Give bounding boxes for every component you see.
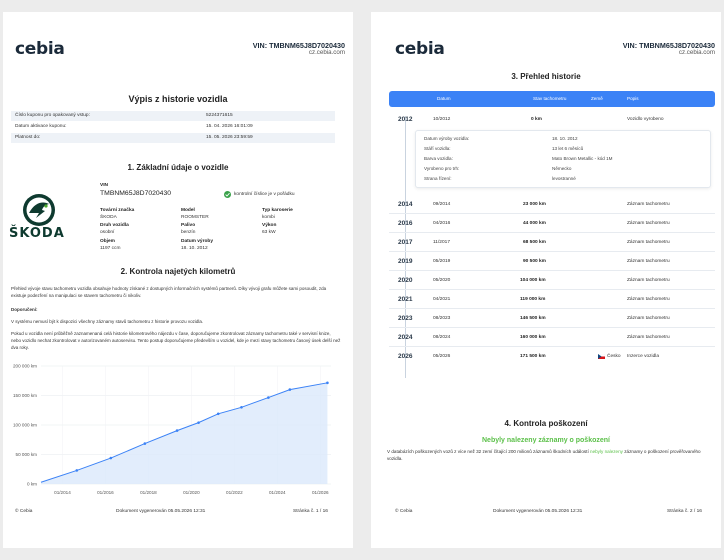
col-date: Datum [437, 96, 451, 101]
section-mileage-title: 2. Kontrola najetých kilometrů [120, 267, 236, 276]
footer-copyright: © Cebia [395, 509, 413, 514]
detail-value: kombi [262, 215, 275, 220]
vin-label: VIN [100, 183, 108, 188]
data-point [267, 396, 270, 399]
table-row[interactable]: 2023 08/2023 146 500 km Záznam tachometr… [389, 309, 715, 328]
table-row[interactable]: 2021 04/2021 119 000 km Záznam tachometr… [389, 290, 715, 309]
detail-value: osobní [100, 230, 115, 235]
mileage-area [41, 382, 328, 484]
col-km: Stav tachometru [533, 96, 567, 101]
data-point [109, 456, 113, 460]
detail-label: Objem [100, 239, 115, 244]
vin-header: VIN: TMBNM65J8D7020430 [252, 41, 345, 50]
table-row[interactable]: 2026 05/2026 171 500 km Česko Inzerce vo… [398, 353, 659, 360]
no-damage-result: Nebyly nalezeny záznamy o poškození [482, 437, 610, 444]
detail-label: Datum výroby [181, 239, 213, 244]
data-point [143, 442, 147, 445]
data-point [197, 421, 200, 424]
y-tick-label: 100 000 km [13, 423, 37, 428]
col-country: Země [591, 96, 603, 101]
mileage-chart: 0 km 50 000 km 100 000 km 150 000 km 200 000… [13, 364, 331, 495]
cebia-logo: cebia [15, 39, 65, 59]
detail-value: ROOMSTER [181, 215, 209, 220]
x-tick-label: 01/2014 [54, 490, 71, 495]
site-link[interactable]: cz.cebia.com [678, 49, 715, 56]
czech-flag-icon [597, 353, 606, 359]
detail-label: Druh vozidla [100, 223, 129, 228]
info-row-validity: Platnost do: 15. 05. 2026 23:59:59 [11, 133, 335, 143]
detail-label: Tovární značka [100, 208, 135, 213]
section-history-title: 3. Přehled historie [511, 72, 581, 81]
x-tick-label: 01/2026 [312, 490, 329, 495]
section-basic-info-title: 1. Základní údaje o vozidle [127, 163, 229, 172]
detail-label: Výkon [262, 223, 277, 228]
check-icon [224, 191, 231, 198]
mileage-intro: Přehled vývoje stavu tachometru vozidla … [11, 286, 327, 298]
data-point [75, 469, 79, 472]
table-row[interactable]: 2014 09/2014 23 000 km Záznam tachometru [389, 195, 715, 214]
info-row-coupon: Číslo kuponu pro opakovaný vstup: 522437… [11, 111, 335, 121]
vin-header: VIN: TMBNM65J8D7020430 [622, 41, 715, 50]
skoda-wordmark: ŠKODA [9, 226, 65, 241]
vin-value: TMBNM65J8D7020430 [100, 190, 172, 197]
detail-label: Model [181, 208, 195, 213]
footer-generated: Dokument vygenerován 05.05.2026 12:31 [116, 509, 206, 514]
detail-value: ŠKODA [100, 215, 117, 220]
data-point [175, 429, 179, 432]
x-tick-label: 01/2018 [140, 490, 157, 495]
detail-label: Typ karoserie [262, 208, 293, 213]
detail-value: benzín [181, 230, 196, 235]
footer-generated: Dokument vygenerován 05.05.2026 12:31 [493, 509, 583, 514]
table-row[interactable]: 2016 04/2016 44 000 km Záznam tachometru [389, 214, 715, 233]
y-tick-label: 150 000 km [13, 393, 37, 398]
y-tick-label: 0 km [27, 482, 37, 487]
table-row[interactable]: 2012 10/2012 0 km Vozidlo vyrobeno [398, 116, 664, 123]
footer-page-number: Stránka č. 2 / 16 [667, 509, 702, 514]
y-tick-label: 200 000 km [13, 364, 37, 369]
detail-value: 1197 ccm [100, 246, 121, 251]
data-point [288, 388, 292, 391]
table-row[interactable]: 2020 05/2020 104 000 km Záznam tachometr… [389, 271, 715, 290]
section-damage-title: 4. Kontrola poškození [504, 419, 588, 428]
history-table-header: Datum Stav tachometru Země Popis [389, 91, 715, 107]
data-point [326, 381, 329, 385]
report-page-2: cebia VIN: TMBNM65J8D7020430 cz.cebia.co… [371, 12, 721, 548]
cebia-logo: cebia [395, 39, 445, 59]
table-row[interactable]: 2024 08/2024 160 000 km Záznam tachometr… [389, 328, 715, 347]
table-row[interactable]: 2019 05/2019 90 500 km Záznam tachometru [389, 252, 715, 271]
info-row-activation: Datum aktivace kuponu: 15. 04. 2026 16:0… [15, 124, 253, 129]
y-tick-label: 50 000 km [16, 452, 38, 457]
vehicle-detail-box: Datum výroby vozidla: 18. 10. 2012 Stáří… [415, 130, 711, 188]
recommendation-text-1: V systému nemusí být k dispozici všechny… [11, 319, 204, 324]
x-tick-label: 01/2016 [97, 490, 114, 495]
detail-label: Palivo [181, 223, 196, 228]
col-desc: Popis [627, 96, 639, 101]
data-point [216, 412, 220, 416]
x-tick-label: 01/2020 [183, 490, 200, 495]
table-row[interactable]: 2017 11/2017 68 500 km Záznam tachometru [389, 233, 715, 252]
site-link[interactable]: cz.cebia.com [308, 49, 345, 56]
footer-copyright: © Cebia [15, 509, 33, 514]
page-title: Výpis z historie vozidla [128, 94, 228, 104]
report-page-1: cebia VIN: TMBNM65J8D7020430 cz.cebia.co… [3, 12, 353, 548]
data-point [240, 406, 243, 409]
detail-value: 18. 10. 2012 [181, 246, 208, 251]
x-tick-label: 01/2022 [226, 490, 243, 495]
detail-value: 63 kW [262, 230, 276, 235]
footer-page-number: Stránka č. 1 / 16 [293, 509, 328, 514]
x-tick-label: 01/2024 [269, 490, 286, 495]
recommendation-heading: Doporučení: [11, 307, 38, 312]
timeline-line [405, 116, 406, 378]
vin-check-status: kontrolní číslice je v pořádku [234, 192, 295, 197]
skoda-logo-icon [23, 194, 55, 226]
damage-description: V databázích poškozených vozů z více než… [387, 449, 701, 461]
recommendation-text-2: Pokud u vozidla není průběžně zaznamenan… [11, 331, 341, 350]
